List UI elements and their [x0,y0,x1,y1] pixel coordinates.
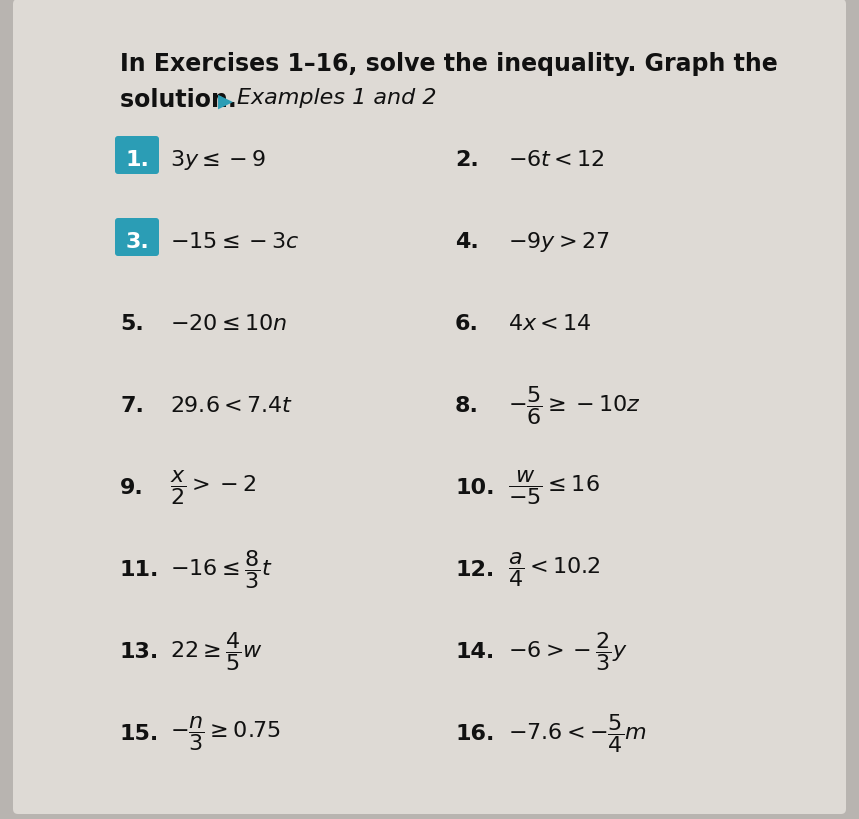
Text: $-16 \leq \dfrac{8}{3}t$: $-16 \leq \dfrac{8}{3}t$ [170,548,272,590]
Text: 13.: 13. [120,641,159,661]
Text: $4x < 14$: $4x < 14$ [508,314,592,333]
Text: In Exercises 1–16, solve the inequality. Graph the: In Exercises 1–16, solve the inequality.… [120,52,777,76]
Text: 7.: 7. [120,396,143,415]
Text: 9.: 9. [120,477,143,497]
Text: $-\dfrac{n}{3} \geq 0.75$: $-\dfrac{n}{3} \geq 0.75$ [170,713,281,753]
Text: 5.: 5. [120,314,143,333]
Text: 8.: 8. [455,396,478,415]
Text: $\dfrac{w}{-5} \leq 16$: $\dfrac{w}{-5} \leq 16$ [508,468,600,507]
Text: $-7.6 < -\dfrac{5}{4}m$: $-7.6 < -\dfrac{5}{4}m$ [508,712,647,754]
FancyBboxPatch shape [13,0,846,814]
Text: 6.: 6. [455,314,478,333]
Text: 10.: 10. [455,477,495,497]
Text: 16.: 16. [455,723,495,743]
Text: ▶: ▶ [218,92,233,111]
Text: $-15 \leq -3c$: $-15 \leq -3c$ [170,232,300,251]
Text: 15.: 15. [120,723,159,743]
Text: 14.: 14. [455,641,494,661]
Text: 4.: 4. [455,232,478,251]
Text: $\dfrac{a}{4} < 10.2$: $\dfrac{a}{4} < 10.2$ [508,550,600,589]
Text: $22 \geq \dfrac{4}{5}w$: $22 \geq \dfrac{4}{5}w$ [170,630,263,672]
Text: $-6t < 12$: $-6t < 12$ [508,150,605,170]
FancyBboxPatch shape [115,137,159,174]
Text: $-20 \leq 10n$: $-20 \leq 10n$ [170,314,287,333]
Text: 2.: 2. [455,150,478,170]
Text: $-6 > -\dfrac{2}{3}y$: $-6 > -\dfrac{2}{3}y$ [508,630,628,672]
Text: $3y \leq -9$: $3y \leq -9$ [170,147,266,172]
Text: 11.: 11. [120,559,160,579]
Text: $\dfrac{x}{2} > -2$: $\dfrac{x}{2} > -2$ [170,468,256,507]
Text: $29.6 < 7.4t$: $29.6 < 7.4t$ [170,396,293,415]
Text: Examples 1 and 2: Examples 1 and 2 [237,88,436,108]
FancyBboxPatch shape [115,219,159,256]
Text: 12.: 12. [455,559,494,579]
Text: $-9y > 27$: $-9y > 27$ [508,229,610,254]
Text: 1.: 1. [125,150,149,170]
Text: solution.: solution. [120,88,245,112]
Text: 3.: 3. [125,232,149,251]
Text: $-\dfrac{5}{6} \geq -10z$: $-\dfrac{5}{6} \geq -10z$ [508,384,641,427]
